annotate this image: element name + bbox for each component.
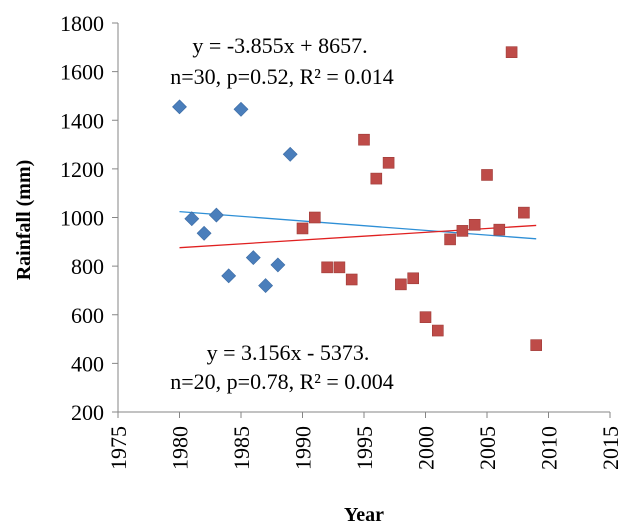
x-tick-label: 1980 — [168, 426, 193, 470]
y-tick-label: 1400 — [60, 108, 104, 133]
y-tick-label: 400 — [71, 351, 104, 376]
point-square — [468, 218, 481, 231]
axes — [112, 22, 611, 418]
point-diamond — [221, 268, 237, 284]
x-tick-label: 1985 — [229, 426, 254, 470]
point-diamond — [208, 207, 224, 223]
point-square — [321, 261, 333, 274]
point-square — [308, 211, 321, 224]
point-square — [456, 225, 469, 237]
point-square — [395, 278, 407, 291]
point-square — [505, 46, 518, 58]
point-diamond — [196, 225, 212, 241]
point-square — [296, 222, 309, 235]
point-diamond — [184, 211, 200, 227]
point-diamond — [233, 101, 249, 117]
x-axis-title: Year — [344, 504, 384, 522]
annotation-1-line1: y = -3.855x + 8657. — [192, 33, 367, 58]
point-square — [493, 223, 506, 236]
point-square — [407, 272, 420, 285]
y-tick-label: 1000 — [60, 206, 104, 231]
x-tick-label: 2010 — [537, 426, 562, 470]
y-tick-label: 200 — [71, 400, 104, 425]
x-tick-label: 2015 — [598, 426, 623, 470]
trendline-series-2 — [179, 224, 537, 249]
point-square — [358, 133, 370, 146]
annotation-2-line2: n=20, p=0.78, R² = 0.004 — [170, 369, 394, 394]
y-tick-label: 600 — [71, 303, 104, 328]
y-tick-label: 1800 — [60, 11, 104, 36]
x-tick-label: 2000 — [414, 426, 439, 470]
y-tick-label: 1200 — [60, 157, 104, 182]
trendlines — [179, 210, 537, 249]
point-square — [530, 339, 543, 351]
point-square — [431, 324, 444, 337]
x-tick-label: 1990 — [291, 426, 316, 470]
point-diamond — [282, 146, 298, 162]
point-square — [481, 169, 493, 181]
annotation-1-line2: n=30, p=0.52, R² = 0.014 — [170, 64, 394, 89]
data-points — [172, 46, 543, 351]
point-square — [370, 172, 383, 185]
point-diamond — [270, 257, 286, 273]
y-axis-title: Rainfall (mm) — [13, 160, 35, 281]
x-tick-label: 2005 — [475, 426, 500, 470]
point-square — [333, 261, 346, 274]
x-tick-label: 1975 — [106, 426, 131, 470]
y-tick-label: 1600 — [60, 60, 104, 85]
point-square — [518, 206, 530, 219]
point-diamond — [245, 250, 261, 266]
point-square — [345, 273, 358, 286]
annotation-2-line1: y = 3.156x - 5373. — [207, 340, 370, 365]
trendline-series-1 — [179, 210, 537, 240]
y-tick-label: 800 — [71, 254, 104, 279]
labels: 200 400 600 800 1000 1200 1400 1600 1800 1975 1980… — [60, 11, 623, 470]
point-diamond — [172, 99, 187, 115]
x-tick-label: 1995 — [352, 426, 377, 470]
point-square — [444, 233, 456, 246]
point-square — [419, 311, 432, 323]
point-square — [382, 156, 395, 169]
point-diamond — [258, 278, 274, 293]
